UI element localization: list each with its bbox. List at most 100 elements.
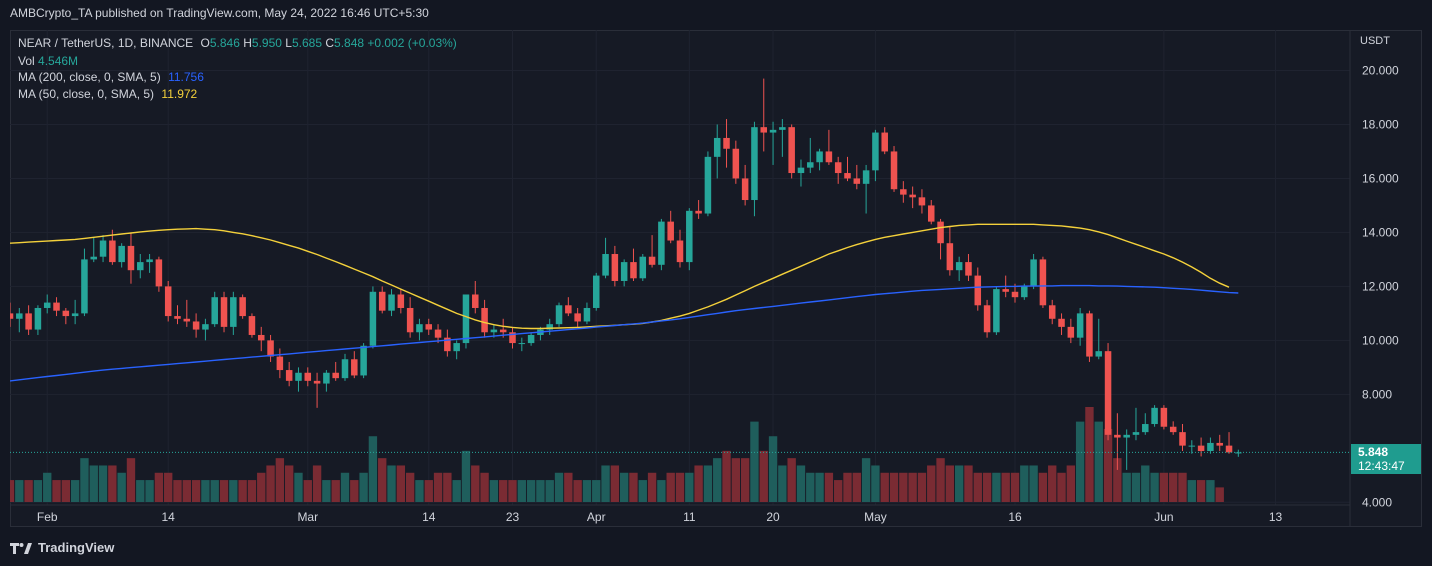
volume-bar — [740, 458, 750, 502]
candle-body — [1123, 434, 1130, 438]
volume-bar — [1178, 472, 1187, 502]
tradingview-logo[interactable]: TradingView — [10, 540, 114, 555]
candle-body — [378, 291, 386, 311]
volume-bar — [1085, 407, 1094, 502]
symbol-legend[interactable]: NEAR / TetherUS, 1D, BINANCE O5.846 H5.9… — [18, 36, 457, 50]
volume-bar — [545, 480, 554, 502]
candle-body — [602, 254, 609, 276]
candle-body — [53, 302, 60, 311]
candle-body — [183, 318, 191, 322]
candle-body — [1011, 291, 1019, 298]
currency-label: USDT — [1360, 35, 1390, 47]
candle-body — [99, 240, 107, 257]
x-tick-label: May — [864, 510, 887, 524]
x-tick-label: 23 — [506, 510, 520, 524]
volume-bar — [415, 480, 424, 502]
volume-bar — [433, 472, 443, 502]
volume-bar — [396, 465, 406, 502]
candle-body — [43, 302, 51, 308]
candle-body — [686, 210, 693, 263]
volume-bar — [1131, 472, 1141, 502]
volume-bar — [871, 465, 880, 502]
candle-body — [323, 372, 330, 384]
candle-body — [444, 337, 451, 352]
candle-body — [16, 313, 23, 319]
ma50-legend[interactable]: MA (50, close, 0, SMA, 5) 11.972 — [18, 87, 197, 101]
candle-body — [71, 313, 79, 317]
publisher-line: AMBCrypto_TA published on TradingView.co… — [10, 6, 429, 20]
volume-bar — [219, 480, 229, 502]
candle-body — [890, 151, 898, 190]
volume-bar — [1103, 428, 1113, 502]
candle-body — [751, 127, 758, 201]
candlestick-chart[interactable]: USDT 4.000 8.000 10.000 12.000 14.000 16.000 1… — [10, 30, 1422, 527]
volume-bar — [1094, 421, 1103, 502]
candle-body — [202, 324, 209, 330]
low-value: 5.685 — [291, 36, 322, 50]
candle-body — [713, 137, 721, 157]
volume-bar — [70, 480, 80, 502]
volume-bar — [210, 480, 219, 502]
x-tick-label: 16 — [1008, 510, 1022, 524]
volume-bar — [824, 472, 834, 502]
volume-bar — [284, 465, 294, 502]
volume-bar — [508, 480, 517, 502]
volume-legend[interactable]: Vol 4.546M — [18, 54, 78, 68]
candle-body — [974, 275, 982, 306]
volume-bar — [629, 472, 638, 502]
volume-bar — [647, 472, 657, 502]
volume-bar — [368, 436, 378, 502]
candle-body — [769, 129, 777, 133]
candle-body — [295, 372, 302, 381]
x-tick-label: 14 — [162, 510, 176, 524]
ma200-legend[interactable]: MA (200, close, 0, SMA, 5) 11.756 — [18, 70, 204, 84]
chart-frame[interactable] — [10, 30, 1422, 527]
candle-body — [807, 162, 814, 168]
volume-bar — [889, 472, 899, 502]
volume-bar — [526, 480, 536, 502]
y-tick-label: 12.000 — [1362, 279, 1399, 293]
candle-body — [1030, 259, 1037, 287]
ma50-value: 11.972 — [161, 87, 198, 101]
candle-body — [1104, 351, 1112, 435]
volume-bar — [582, 480, 592, 502]
x-tick-label: Mar — [297, 510, 318, 524]
candle-body — [695, 210, 702, 214]
candle-body — [900, 189, 907, 195]
volume-bar — [554, 472, 564, 502]
volume-bar — [443, 472, 452, 502]
volume-bar — [685, 472, 694, 502]
volume-bar — [405, 472, 415, 502]
volume-bar — [117, 472, 126, 502]
candle-body — [583, 307, 591, 322]
volume-bar — [52, 480, 61, 502]
volume-bar — [750, 421, 759, 502]
volume-bar — [89, 465, 98, 502]
volume-bar — [1057, 472, 1066, 502]
candle-body — [816, 151, 823, 163]
ma200-value: 11.756 — [168, 70, 204, 84]
volume-bar — [461, 450, 471, 502]
volume-bar — [173, 480, 182, 502]
candle-body — [509, 332, 516, 344]
volume-bar — [331, 480, 340, 502]
volume-bar — [964, 465, 973, 502]
volume-bar — [452, 480, 461, 502]
volume-bar — [201, 480, 210, 502]
candle-body — [872, 132, 879, 171]
tradingview-logo-icon — [10, 541, 32, 555]
volume-bar — [973, 472, 982, 502]
candle-body — [620, 262, 628, 281]
y-axis: 4.000 8.000 10.000 12.000 14.000 16.000 18.000… — [1362, 63, 1399, 509]
volume-bar — [108, 465, 117, 502]
candle-body — [723, 137, 730, 149]
candle-layer — [10, 78, 1242, 470]
volume-bar — [471, 465, 480, 502]
candle-body — [211, 297, 218, 325]
volume-bar — [573, 480, 582, 502]
candle-body — [341, 359, 349, 379]
volume-bar — [24, 480, 33, 502]
candle-body — [1058, 318, 1065, 327]
candle-body — [918, 197, 926, 206]
volume-bar — [703, 465, 713, 502]
